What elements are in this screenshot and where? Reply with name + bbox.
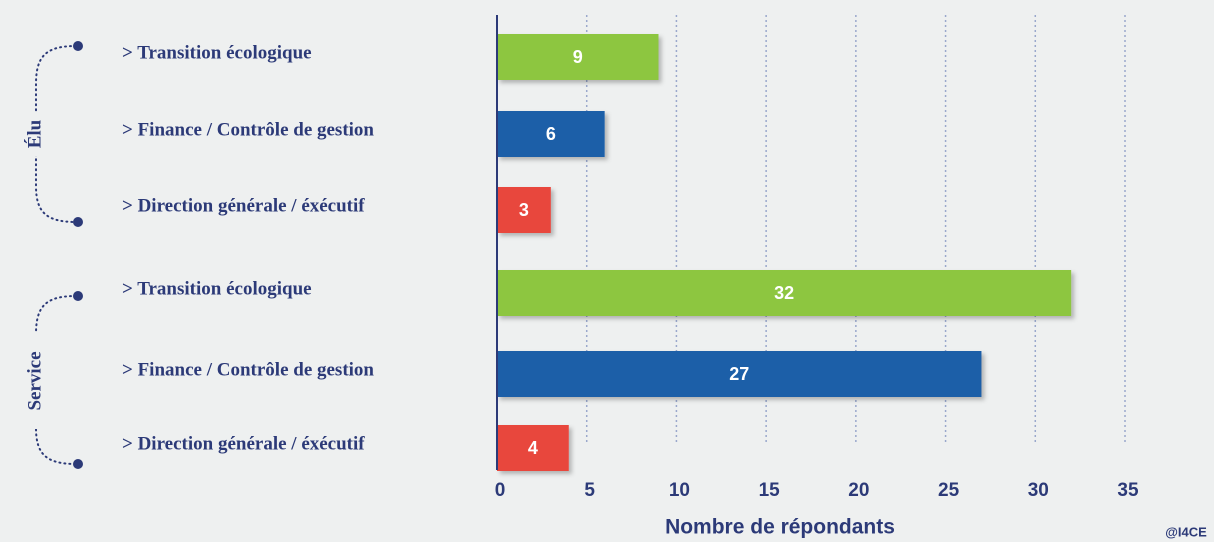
dot: [73, 291, 83, 301]
bar: [497, 187, 551, 233]
x-tick-label: 10: [669, 480, 690, 501]
bar: [497, 34, 659, 80]
x-tick-label: 0: [495, 480, 506, 501]
bar: [497, 111, 605, 157]
x-tick-label: 5: [584, 480, 595, 501]
value-label: 4: [528, 438, 538, 458]
bar: [497, 425, 569, 471]
value-label: 9: [573, 47, 583, 67]
category-label: > Finance / Contrôle de gestion: [122, 359, 374, 380]
bar: [497, 351, 982, 397]
dot: [73, 41, 83, 51]
x-tick-label: 30: [1028, 480, 1049, 501]
group-label: Service: [24, 351, 45, 410]
category-label: > Direction générale / éxécutif: [122, 195, 365, 216]
bracket-dots: [73, 41, 83, 469]
group-label: Élu: [23, 119, 45, 148]
dot: [73, 459, 83, 469]
source: @I4CE: [1165, 524, 1207, 539]
x-axis-title: Nombre de répondants: [665, 516, 895, 539]
value-label: 32: [774, 283, 794, 303]
category-label: > Transition écologique: [122, 42, 312, 63]
category-label: > Transition écologique: [122, 278, 312, 299]
x-tick-label: 35: [1117, 480, 1139, 501]
bar: [497, 270, 1072, 316]
category-label: > Finance / Contrôle de gestion: [122, 119, 374, 140]
value-label: 3: [519, 200, 529, 220]
label-bg: [26, 112, 46, 156]
value-label: 27: [729, 364, 749, 384]
label-bg: [26, 333, 46, 429]
value-label: 6: [546, 124, 556, 144]
dot: [73, 217, 83, 227]
category-label: > Direction générale / éxécutif: [122, 433, 365, 454]
x-tick-label: 25: [938, 480, 960, 501]
x-tick-label: 20: [848, 480, 869, 501]
x-tick-label: 15: [759, 480, 781, 501]
